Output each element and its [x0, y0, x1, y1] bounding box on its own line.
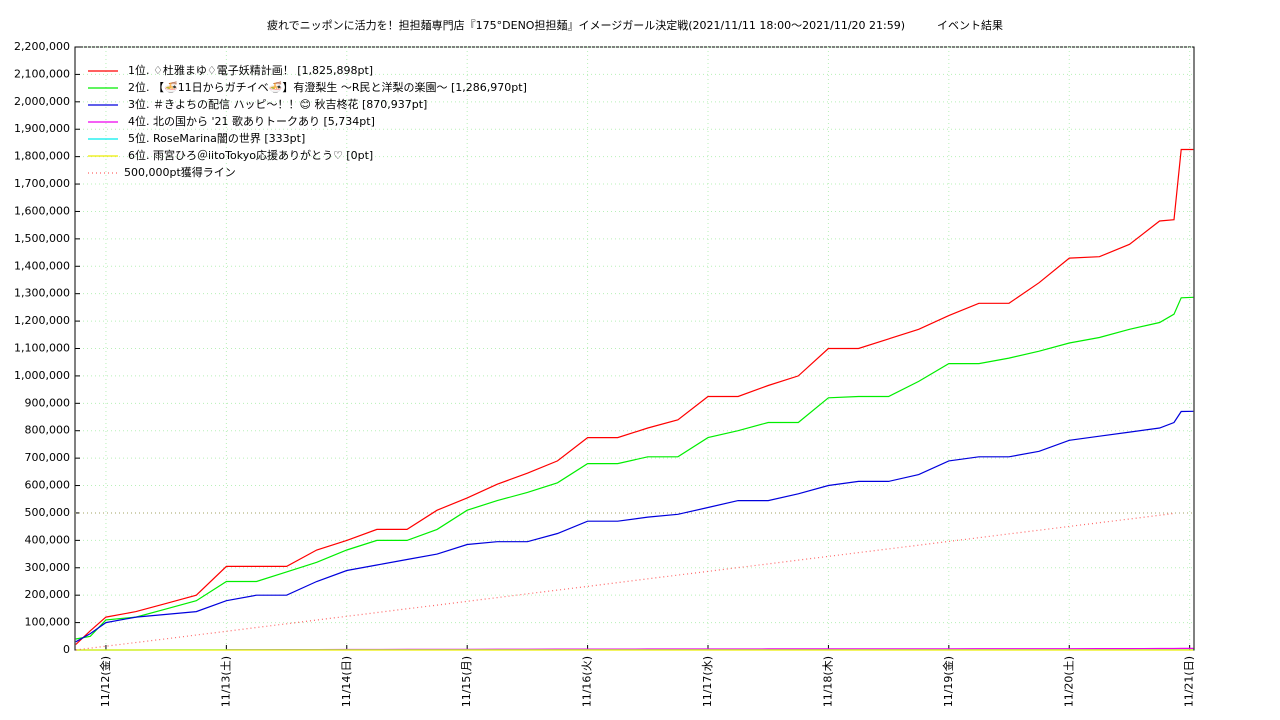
- legend-label: 6位. 雨宮ひろ＠iitoTokyo応援ありがとう♡ [0pt]: [128, 148, 373, 162]
- y-tick-label: 2,200,000: [14, 40, 70, 53]
- y-tick-label: 1,200,000: [14, 314, 70, 327]
- x-tick-label: 11/14(日): [340, 656, 353, 707]
- legend-label: 4位. 北の国から '21 歌ありトークあり [5,734pt]: [128, 114, 375, 128]
- y-tick-label: 100,000: [25, 616, 71, 629]
- y-tick-label: 1,100,000: [14, 342, 70, 355]
- y-tick-label: 500,000: [25, 506, 71, 519]
- legend-label: 500,000pt獲得ライン: [124, 166, 236, 179]
- x-tick-label: 11/13(土): [219, 656, 232, 707]
- y-tick-label: 1,700,000: [14, 177, 70, 190]
- x-tick-label: 11/12(金): [98, 656, 112, 707]
- y-tick-label: 1,000,000: [14, 369, 70, 382]
- series-line: [75, 296, 1194, 640]
- y-tick-label: 400,000: [25, 533, 71, 546]
- y-tick-label: 1,400,000: [14, 259, 70, 272]
- legend-label: 5位. RoseMarina闇の世界 [333pt]: [128, 131, 305, 145]
- y-tick-label: 1,500,000: [14, 232, 70, 245]
- series-line: [75, 410, 1194, 643]
- y-tick-label: 1,800,000: [14, 150, 70, 163]
- y-tick-label: 200,000: [25, 588, 71, 601]
- x-tick-label: 11/21(日): [1183, 656, 1196, 707]
- x-tick-label: 11/18(木): [821, 656, 834, 707]
- x-tick-label: 11/19(金): [941, 656, 955, 707]
- chart-subtitle: イベント結果: [937, 18, 1003, 32]
- y-tick-label: 2,100,000: [14, 67, 70, 80]
- y-tick-label: 600,000: [25, 479, 71, 492]
- x-tick-label: 11/17(水): [701, 656, 714, 707]
- y-tick-label: 700,000: [25, 451, 71, 464]
- series-line: [75, 148, 1194, 645]
- y-tick-label: 1,900,000: [14, 122, 70, 135]
- y-tick-label: 1,600,000: [14, 204, 70, 217]
- chart-title: 疲れでニッポンに活力を！担担麺専門店『175°DENO担担麺』イメージガール決定…: [267, 18, 905, 32]
- x-tick-label: 11/16(火): [581, 656, 594, 707]
- y-tick-label: 1,300,000: [14, 287, 70, 300]
- y-tick-label: 900,000: [25, 396, 71, 409]
- y-tick-label: 800,000: [25, 424, 71, 437]
- y-tick-label: 300,000: [25, 561, 71, 574]
- legend-label: 3位. ＃きよちの配信 ハッピ〜！！😊 秋吉柊花 [870,937pt]: [128, 97, 427, 111]
- x-tick-label: 11/15(月): [460, 656, 473, 707]
- x-tick-label: 11/20(土): [1062, 656, 1075, 707]
- legend-label: 2位. 【🍜11日からガチイベ🍜】有澄梨生 〜R民と洋梨の楽園〜 [1,286,…: [128, 80, 527, 94]
- y-tick-label: 2,000,000: [14, 95, 70, 108]
- legend-label: 1位. ♢杜雅まゆ♢電子妖精計画！ [1,825,898pt]: [128, 63, 373, 77]
- y-tick-label: 0: [63, 643, 70, 656]
